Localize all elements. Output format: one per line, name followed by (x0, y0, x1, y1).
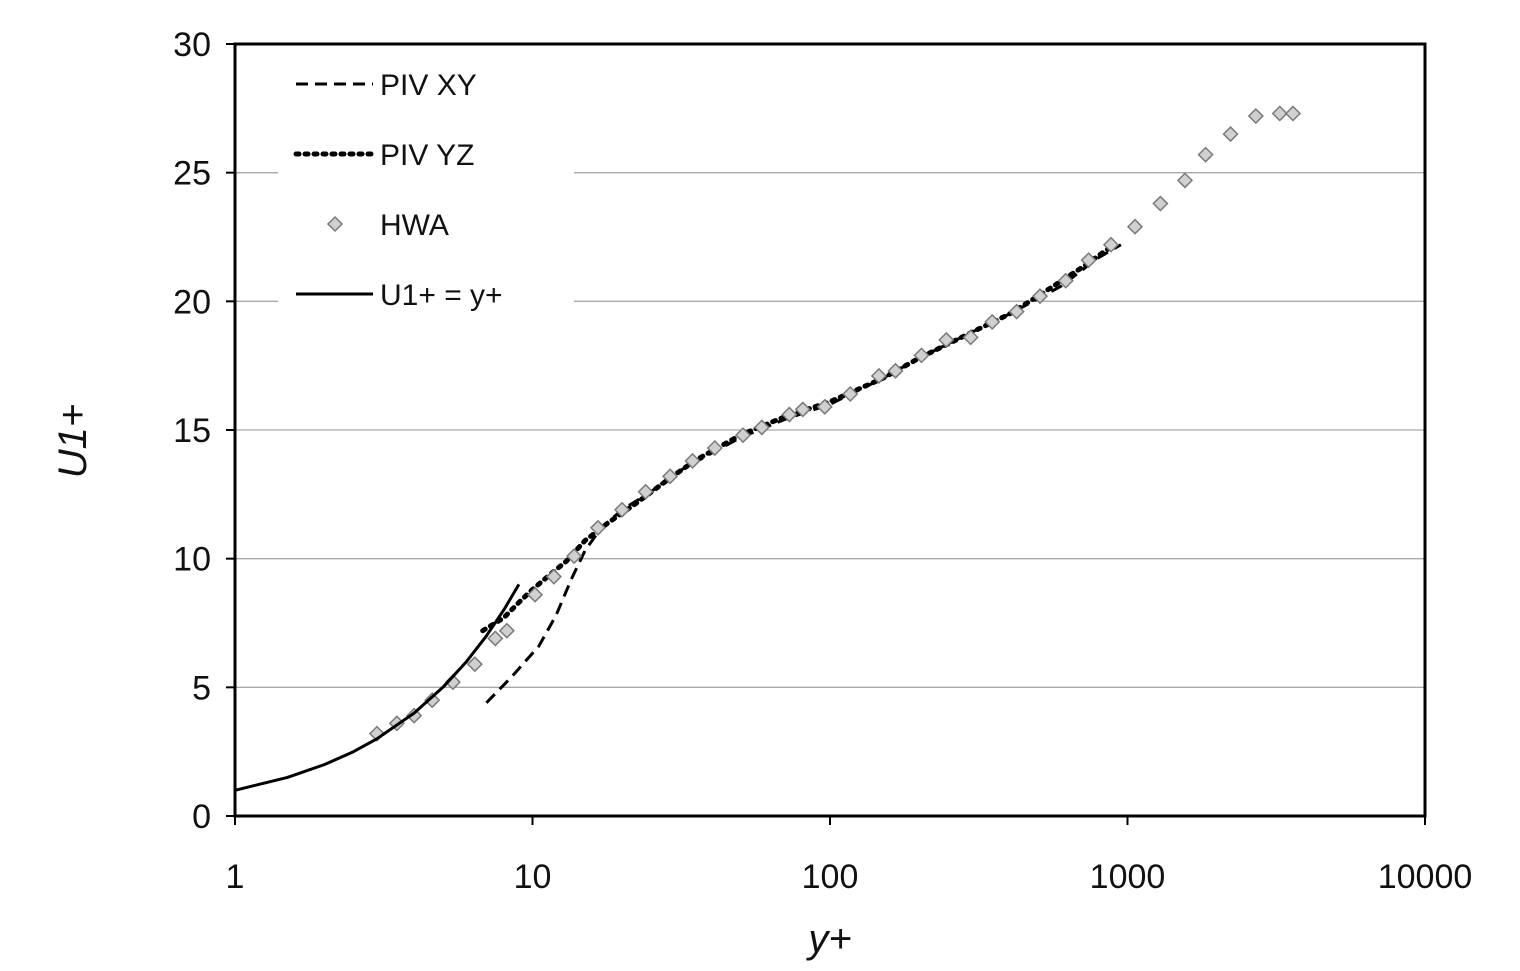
data-point (706, 439, 723, 457)
data-point (870, 367, 887, 385)
series-line (485, 243, 1122, 704)
data-point (1152, 195, 1169, 212)
data-point (526, 586, 544, 603)
data-point (887, 362, 904, 379)
series-u1-y (234, 583, 521, 792)
data-point (938, 331, 955, 348)
y-tick-label: 0 (192, 798, 211, 836)
data-point (487, 630, 504, 647)
y-tick-label: 25 (173, 155, 211, 193)
data-point (684, 452, 701, 469)
ticks: 0 5 10 15 20 25 30 1 10 100 1000 10000 (173, 26, 1472, 896)
legend-label: HWA (380, 209, 449, 242)
data-point (1126, 218, 1144, 235)
data-point (913, 347, 930, 364)
y-tick-label: 20 (173, 283, 211, 321)
legend-label: PIV XY (380, 69, 477, 102)
data-point (794, 401, 811, 418)
x-tick-label: 1 (226, 858, 245, 896)
data-point (466, 656, 483, 673)
legend-item-hwa: HWA (326, 209, 449, 242)
y-tick-label: 5 (192, 669, 211, 707)
data-point (1271, 105, 1288, 122)
data-point (589, 519, 607, 536)
x-tick-label: 100 (802, 858, 859, 896)
data-point (734, 427, 752, 444)
data-point (1080, 252, 1097, 269)
x-tick-label: 1000 (1090, 858, 1166, 896)
x-tick-label: 10 (514, 858, 552, 896)
legend-label: U1+ = y+ (380, 279, 503, 312)
y-tick-label: 10 (173, 541, 211, 579)
data-point (545, 568, 562, 585)
legend-item-u1-y: U1+ = y+ (296, 279, 503, 312)
data-point (753, 419, 770, 436)
x-tick-label: 10000 (1378, 858, 1473, 896)
x-axis-title: y+ (805, 917, 851, 961)
data-point (1247, 107, 1264, 125)
data-point (613, 501, 631, 518)
data-point (1222, 126, 1239, 143)
data-point (498, 622, 515, 639)
series-hwa (368, 105, 1302, 742)
legend-item-piv-xy: PIV XY (278, 52, 574, 322)
data-point (962, 329, 979, 346)
y-tick-label: 15 (173, 412, 211, 450)
data-point (1176, 172, 1194, 189)
y-tick-label: 30 (173, 26, 211, 64)
data-point (781, 406, 798, 423)
y-axis-title: U1+ (51, 404, 95, 479)
legend-marker (326, 215, 344, 233)
data-point (406, 707, 423, 724)
data-point (1031, 288, 1049, 305)
data-point (424, 692, 441, 709)
data-point (1057, 272, 1074, 289)
data-point (842, 385, 859, 403)
data-point (984, 313, 1001, 330)
series-line (234, 583, 521, 792)
data-point (1102, 236, 1120, 253)
data-point (637, 483, 654, 500)
series-piv-xy (485, 243, 1122, 704)
data-point (566, 548, 583, 565)
series-layer (234, 105, 1302, 792)
legend-label: PIV YZ (380, 139, 474, 172)
data-point (368, 725, 386, 742)
data-point (1284, 105, 1302, 122)
data-point (662, 468, 679, 485)
data-point (1008, 303, 1025, 320)
data-point (816, 398, 833, 415)
legend-item-piv-yz: PIV YZ (293, 139, 474, 172)
data-point (1197, 146, 1214, 163)
legend-background (278, 52, 574, 322)
legend: PIV XY PIV YZ HWA U1+ = y+ (278, 52, 574, 322)
